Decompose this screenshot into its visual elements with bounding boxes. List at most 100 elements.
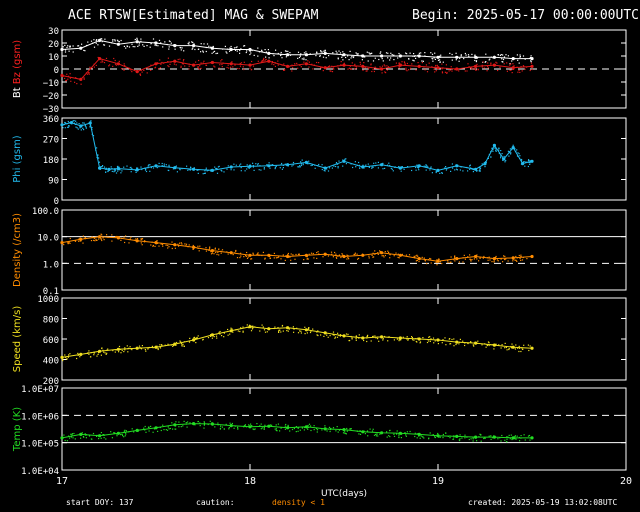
mag-bz-sample: [88, 72, 90, 74]
temp-temp-sample: [470, 438, 472, 440]
speed-speed-sample: [351, 337, 353, 339]
mag-bt-sample: [316, 52, 318, 54]
mag-ytick-label: −20: [43, 92, 59, 102]
density-density-sample: [152, 244, 154, 247]
temp-temp-sample: [416, 433, 418, 435]
phi-phi-sample: [510, 153, 512, 155]
mag-bt-sample: [285, 53, 287, 55]
mag-bt-sample: [174, 44, 176, 46]
phi-phi-sample: [382, 168, 384, 170]
mag-bz-sample: [226, 66, 228, 69]
mag-bt-sample: [245, 51, 247, 54]
temp-temp-sample: [464, 437, 466, 439]
mag-bt-sample: [518, 62, 520, 64]
phi-phi-sample: [253, 169, 255, 171]
phi-phi-sample: [469, 165, 471, 167]
phi-phi-sample: [281, 168, 283, 170]
density-density-sample: [495, 255, 497, 258]
temp-temp-sample: [346, 430, 348, 432]
mag-bt-sample: [372, 60, 375, 62]
phi-phi-sample: [82, 122, 84, 124]
mag-bz-sample: [496, 62, 498, 64]
speed-speed-sample: [121, 349, 123, 352]
phi-phi-sample: [478, 166, 481, 169]
mag-bz-sample: [373, 70, 375, 73]
temp-temp-sample: [128, 431, 130, 433]
mag-bz-sample: [404, 63, 406, 65]
speed-speed-sample: [93, 352, 95, 354]
temp-temp-sample: [492, 437, 494, 439]
mag-bz-sample: [404, 64, 406, 66]
speed-speed-sample: [188, 341, 191, 343]
density-density-sample: [516, 260, 518, 262]
mag-bz-sample: [387, 66, 389, 68]
temp-temp-point: [286, 426, 290, 430]
phi-phi-sample: [97, 154, 99, 156]
density-density-sample: [347, 256, 349, 259]
mag-bt-sample: [367, 60, 369, 62]
phi-phi-sample: [398, 166, 400, 168]
speed-speed-point: [116, 347, 120, 351]
mag-bz-sample: [198, 67, 200, 69]
mag-bt-point: [79, 46, 83, 50]
phi-phi-sample: [280, 164, 282, 166]
speed-speed-sample: [172, 344, 174, 346]
density-density-sample: [377, 252, 379, 254]
density-density-sample: [93, 237, 95, 239]
speed-speed-sample: [93, 354, 95, 356]
mag-bt-sample: [268, 57, 270, 59]
mag-bt-sample: [320, 50, 322, 52]
mag-bt-sample: [432, 60, 434, 62]
mag-bt-sample: [101, 41, 103, 43]
mag-bt-sample: [418, 52, 420, 54]
phi-phi-sample: [192, 168, 194, 170]
speed-speed-sample: [98, 352, 100, 354]
phi-phi-sample: [516, 149, 518, 151]
mag-bt-sample: [476, 56, 478, 58]
phi-phi-sample: [470, 167, 472, 169]
mag-bt-sample: [215, 52, 217, 55]
density-density-sample: [100, 238, 102, 240]
phi-phi-sample: [148, 164, 150, 166]
mag-bz-sample: [374, 66, 376, 68]
phi-phi-sample: [352, 166, 354, 169]
mag-bt-sample: [280, 51, 282, 54]
temp-temp-sample: [514, 438, 516, 440]
mag-bz-sample: [252, 65, 255, 67]
speed-speed-sample: [130, 348, 132, 350]
phi-phi-sample: [508, 151, 510, 153]
phi-phi-sample: [318, 163, 320, 166]
speed-speed-sample: [181, 345, 183, 347]
phi-phi-sample: [415, 169, 417, 171]
temp-temp-sample: [243, 426, 245, 428]
temp-temp-sample: [223, 428, 225, 430]
mag-bt-sample: [191, 48, 193, 50]
mag-bt-sample: [475, 61, 477, 63]
density-density-sample: [173, 243, 176, 245]
temp-temp-sample: [279, 430, 281, 432]
speed-speed-sample: [467, 342, 469, 345]
density-density-sample: [418, 258, 420, 260]
mag-bt-sample: [125, 47, 127, 49]
mag-bt-sample: [300, 53, 302, 55]
density-density-sample: [235, 250, 237, 252]
temp-temp-sample: [434, 436, 436, 439]
mag-bz-sample: [181, 63, 183, 65]
phi-phi-sample: [485, 161, 487, 163]
phi-phi-sample: [494, 147, 496, 149]
phi-phi-sample: [274, 168, 276, 170]
mag-bt-sample: [341, 55, 343, 57]
phi-phi-sample: [469, 168, 471, 170]
temp-temp-sample: [439, 436, 441, 438]
mag-bt-sample: [211, 52, 213, 54]
speed-speed-sample: [333, 334, 335, 336]
mag-bt-sample: [172, 44, 175, 46]
density-density-sample: [128, 242, 130, 244]
mag-bt-sample: [253, 54, 255, 56]
temp-temp-sample: [64, 439, 66, 442]
mag-bt-sample: [405, 52, 407, 54]
density-density-sample: [413, 256, 416, 258]
density-density-sample: [111, 240, 113, 242]
x-tick-label: 19: [432, 476, 444, 487]
speed-speed-sample: [96, 355, 98, 357]
